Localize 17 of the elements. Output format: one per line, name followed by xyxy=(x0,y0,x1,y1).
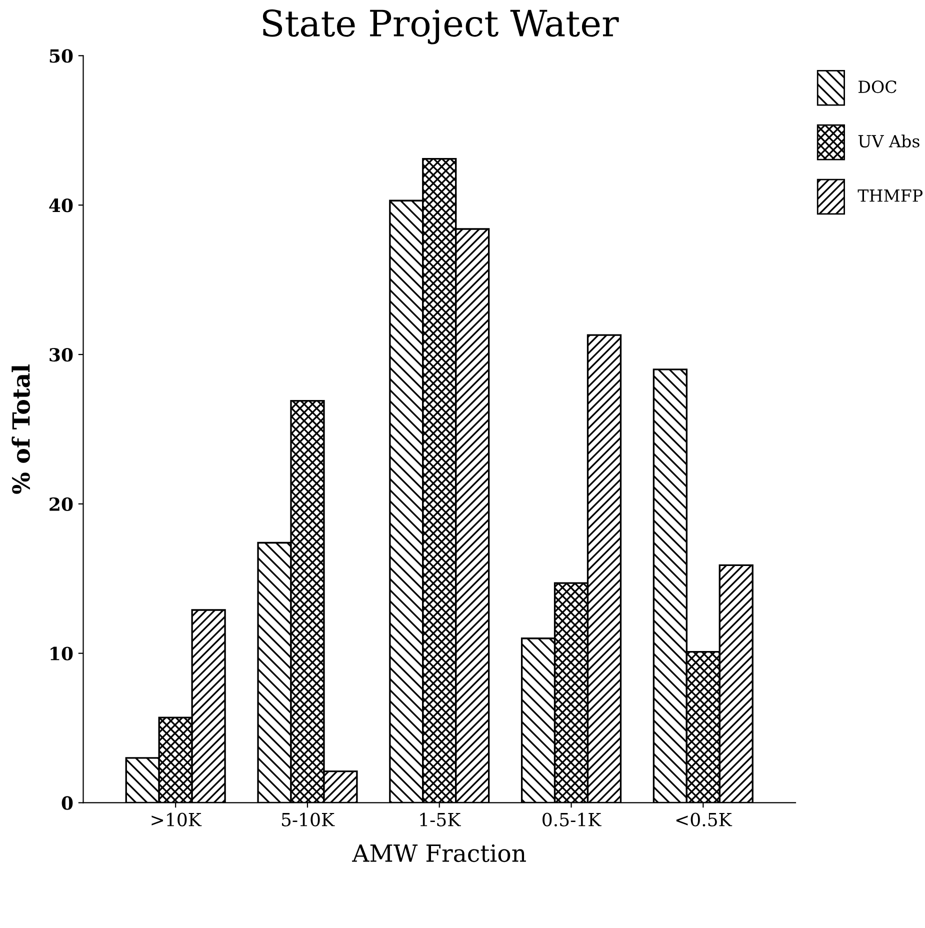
y-tick-label: 40 xyxy=(49,198,73,212)
x-axis-title: AMW Fraction xyxy=(352,844,526,862)
x-tick-label: 0.5-1K xyxy=(542,812,602,826)
x-tick-label: <0.5K xyxy=(676,812,732,826)
chart-title: State Project Water xyxy=(262,9,619,44)
legend-label: UV Abs xyxy=(858,134,920,148)
x-tick-label: >10K xyxy=(152,812,202,826)
y-axis-title: % of Total xyxy=(12,364,30,494)
y-tick-label: 30 xyxy=(50,348,73,362)
legend-label: THMFP xyxy=(858,190,923,202)
y-tick-label: 20 xyxy=(50,497,73,512)
y-tick-label: 0 xyxy=(62,796,73,810)
legend-label: DOC xyxy=(858,80,896,94)
y-tick-label: 50 xyxy=(50,49,73,63)
x-tick-label: 1-5K xyxy=(420,812,461,826)
y-tick-label: 10 xyxy=(50,646,73,660)
x-tick-label: 5-10K xyxy=(282,812,335,826)
